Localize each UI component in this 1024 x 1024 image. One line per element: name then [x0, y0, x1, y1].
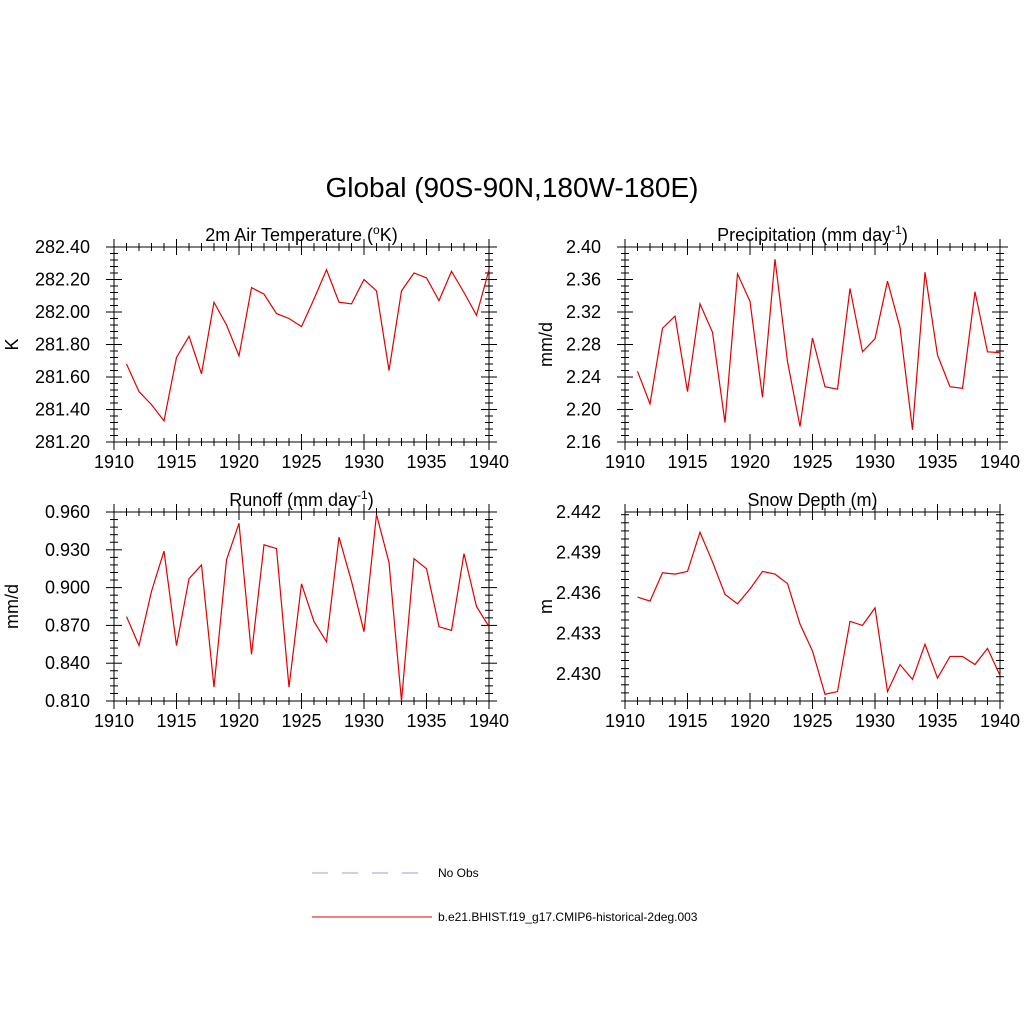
x-tick-label: 1910	[605, 452, 645, 472]
x-tick-label: 1910	[94, 452, 134, 472]
x-tick-label: 1915	[667, 711, 707, 731]
x-tick-label: 1940	[980, 452, 1020, 472]
plot-frame	[624, 246, 1001, 443]
y-tick-label: 281.40	[35, 400, 90, 420]
panel-title: Precipitation (mm day-1)	[717, 223, 908, 245]
y-tick-label: 2.20	[566, 400, 601, 420]
y-tick-label: 282.00	[35, 302, 90, 322]
y-axis-label: m	[536, 599, 556, 614]
legend-label-1: No Obs	[438, 866, 479, 880]
panel-title: Snow Depth (m)	[747, 490, 877, 510]
panel-2: 1910 1915 1920 1925 1930 1935 1940 2.16 2.20 2.24…	[536, 223, 1020, 472]
plot-frame	[624, 511, 1001, 702]
x-tick-label: 1920	[730, 452, 770, 472]
y-tick-label: 2.430	[556, 664, 601, 684]
x-tick-label: 1930	[344, 711, 384, 731]
y-tick-label: 0.870	[45, 615, 90, 635]
y-tick-label: 281.80	[35, 335, 90, 355]
y-axis-label: mm/d	[2, 584, 22, 629]
x-tick-label: 1910	[94, 711, 134, 731]
x-tick-label: 1935	[917, 452, 957, 472]
y-tick-label: 282.20	[35, 270, 90, 290]
plot-frame	[113, 246, 490, 443]
series-line	[125, 514, 490, 702]
x-tick-label: 1940	[980, 711, 1020, 731]
x-tick-label: 1915	[667, 452, 707, 472]
y-tick-label: 0.810	[45, 691, 90, 711]
x-tick-label: 1935	[406, 711, 446, 731]
y-tick-label: 0.840	[45, 653, 90, 673]
y-tick-label: 2.32	[566, 302, 601, 322]
y-tick-label: 281.20	[35, 432, 90, 452]
panel-title: 2m Air Temperature (oK)	[205, 223, 397, 245]
panel-title: Runoff (mm day-1)	[229, 488, 373, 510]
x-tick-label: 1910	[605, 711, 645, 731]
x-tick-label: 1920	[219, 711, 259, 731]
series-line	[636, 259, 1001, 430]
x-tick-label: 1935	[917, 711, 957, 731]
panel-4: 1910 1915 1920 1925 1930 1935 1940 2.430 2.433 2.…	[536, 490, 1020, 731]
y-axis-label: K	[2, 338, 22, 350]
panel-1: 1910 1915 1920 1925 1930 1935 1940 281.20 281.40…	[2, 223, 509, 472]
x-tick-label: 1930	[344, 452, 384, 472]
y-tick-label: 0.930	[45, 540, 90, 560]
figure-title: Global (90S-90N,180W-180E)	[325, 172, 699, 203]
y-tick-label: 2.24	[566, 367, 601, 387]
y-tick-label: 2.442	[556, 502, 601, 522]
legend: No Obs b.e21.BHIST.f19_g17.CMIP6-historic…	[312, 866, 698, 924]
y-tick-label: 2.28	[566, 335, 601, 355]
x-tick-label: 1920	[730, 711, 770, 731]
x-tick-label: 1925	[281, 711, 321, 731]
panel-3: 1910 1915 1920 1925 1930 1935 1940 0.810 0.840 0.…	[2, 488, 509, 731]
y-tick-label: 2.433	[556, 624, 601, 644]
x-tick-label: 1915	[156, 452, 196, 472]
y-tick-label: 281.60	[35, 367, 90, 387]
x-tick-label: 1930	[855, 452, 895, 472]
x-tick-label: 1935	[406, 452, 446, 472]
y-tick-label: 2.36	[566, 270, 601, 290]
plot-frame	[113, 511, 490, 702]
y-tick-label: 2.439	[556, 543, 601, 563]
y-tick-label: 0.960	[45, 502, 90, 522]
x-tick-label: 1925	[792, 711, 832, 731]
x-tick-label: 1940	[469, 452, 509, 472]
x-tick-label: 1920	[219, 452, 259, 472]
series-line	[637, 530, 1001, 695]
x-tick-label: 1940	[469, 711, 509, 731]
y-tick-label: 2.16	[566, 432, 601, 452]
x-tick-label: 1925	[281, 452, 321, 472]
y-tick-label: 282.40	[35, 237, 90, 257]
y-tick-label: 2.40	[566, 237, 601, 257]
x-tick-label: 1930	[855, 711, 895, 731]
legend-label-2: b.e21.BHIST.f19_g17.CMIP6-historical-2de…	[438, 910, 698, 924]
series-line	[125, 268, 490, 423]
y-tick-label: 2.436	[556, 583, 601, 603]
y-tick-label: 0.900	[45, 578, 90, 598]
y-axis-label: mm/d	[536, 322, 556, 367]
x-tick-label: 1915	[156, 711, 196, 731]
x-tick-label: 1925	[792, 452, 832, 472]
